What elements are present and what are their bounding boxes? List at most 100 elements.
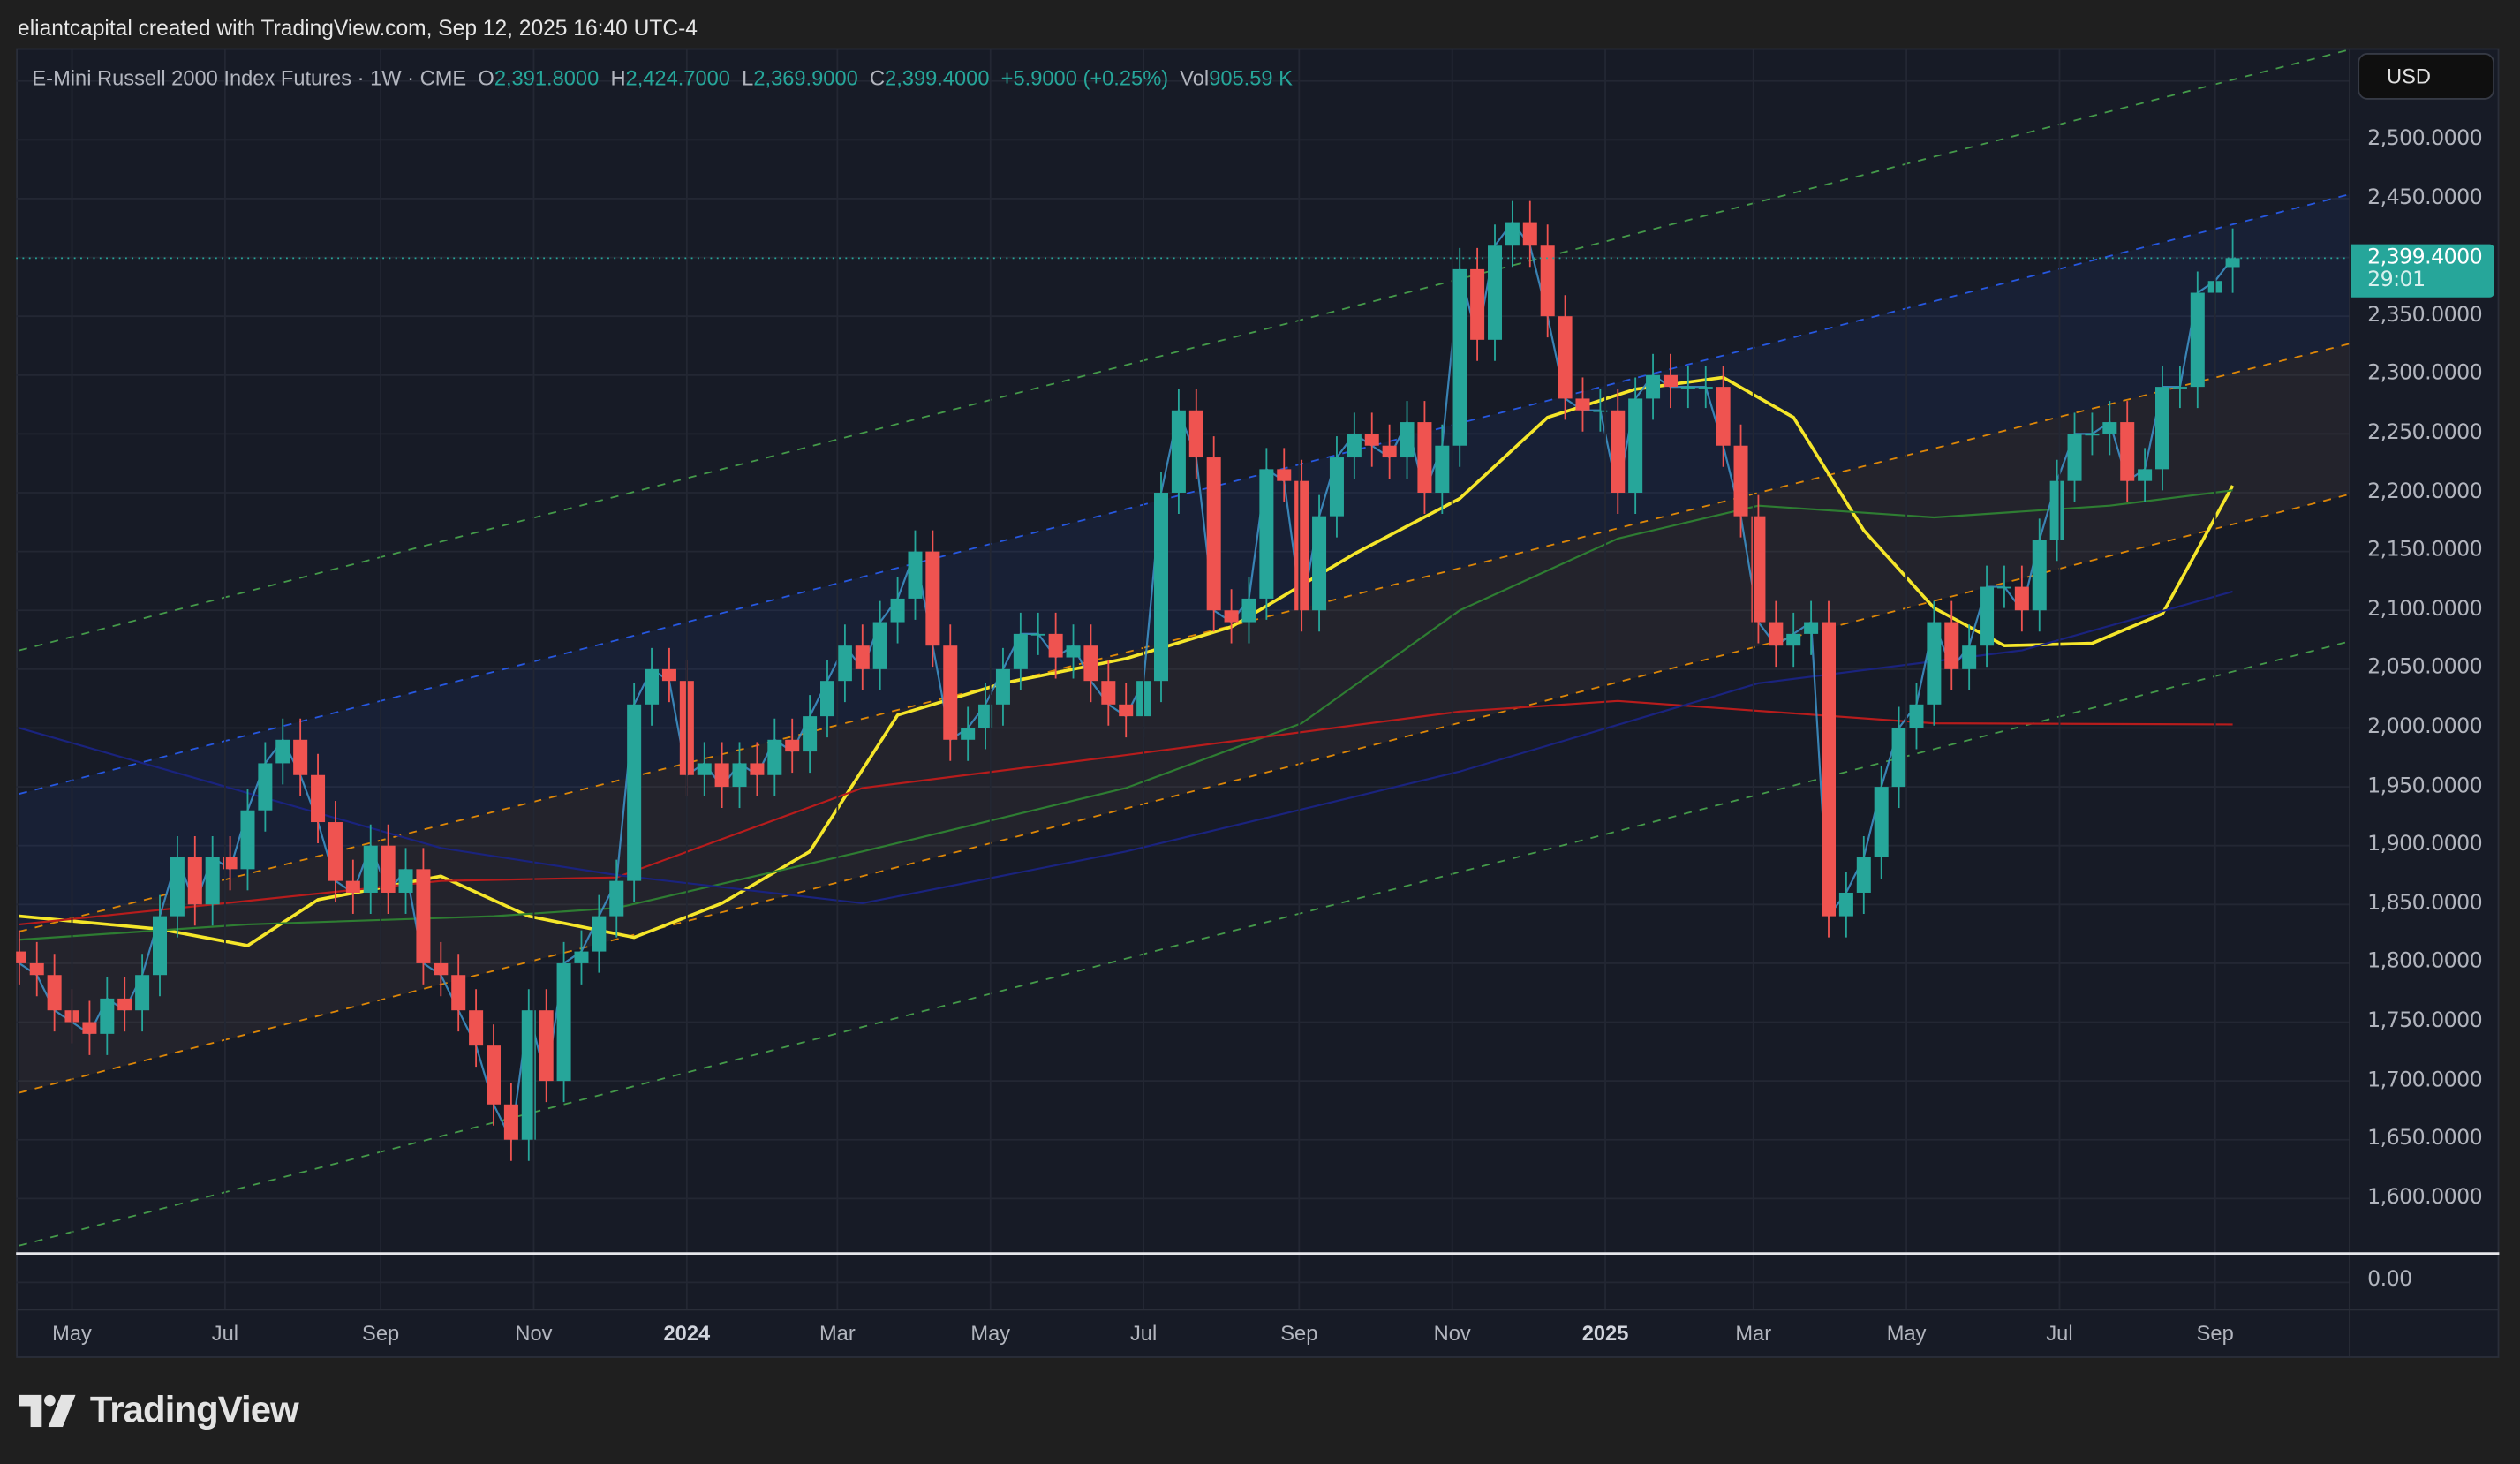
candle	[1786, 612, 1801, 668]
candle	[205, 836, 220, 926]
candle	[1698, 366, 1713, 409]
candle	[1294, 459, 1309, 632]
open-label: O	[478, 65, 494, 90]
candle-body	[398, 869, 413, 893]
candle-body	[803, 716, 818, 752]
candle	[1312, 494, 1327, 632]
candle	[240, 789, 255, 891]
candle	[1628, 377, 1643, 514]
candle	[1944, 600, 1959, 690]
low-label: L	[742, 65, 754, 90]
candle	[223, 836, 238, 891]
time-tick-label: Jul	[1129, 1321, 1158, 1346]
tradingview-logo-icon	[19, 1393, 76, 1427]
candle-body	[1927, 622, 1942, 705]
candle	[82, 1000, 97, 1055]
channel-fill-middle	[19, 343, 2350, 1093]
candle-body	[1277, 469, 1292, 481]
snapshot-caption: eliantcapital created with TradingView.c…	[18, 16, 698, 41]
candle	[2032, 518, 2047, 632]
candle	[293, 718, 308, 796]
candle	[1259, 448, 1274, 620]
candle-body	[1593, 410, 1608, 412]
candle-body	[1400, 422, 1415, 458]
candle	[837, 624, 852, 703]
candle-body	[2014, 586, 2029, 611]
time-tick-label: Mar	[1735, 1321, 1772, 1346]
candle	[1716, 366, 1731, 467]
candle-body	[961, 728, 976, 740]
price-tick-label: 2,150.0000	[2367, 539, 2483, 563]
candle-body	[503, 1104, 518, 1140]
candle-body	[1171, 410, 1186, 494]
candle	[100, 977, 115, 1055]
symbol-legend: E-Mini Russell 2000 Index Futures · 1W ·…	[32, 66, 1293, 90]
candle-body	[645, 668, 660, 705]
candle-body	[1241, 598, 1256, 623]
candle-body	[574, 951, 589, 963]
candle-body	[1821, 622, 1837, 917]
tradingview-logo[interactable]: TradingView	[19, 1388, 299, 1431]
candle	[890, 577, 905, 644]
regression-channel-line	[19, 343, 2350, 932]
candle	[1487, 224, 1503, 361]
candle	[1909, 683, 1924, 750]
candle-body	[16, 951, 26, 963]
candle	[908, 530, 923, 620]
price-tick-label: 1,950.0000	[2367, 774, 2483, 798]
candle-body	[521, 1010, 536, 1140]
regression-channel-line	[19, 640, 2350, 1247]
candle-body	[2067, 434, 2082, 481]
candle	[1962, 624, 1977, 690]
candle	[1680, 366, 1695, 409]
candle-body	[100, 998, 115, 1034]
candle	[2138, 448, 2153, 502]
candle-body	[750, 763, 765, 775]
time-tick-label: Nov	[515, 1321, 553, 1346]
candle-body	[1874, 787, 1889, 858]
candle	[961, 706, 976, 761]
time-tick-label: Jul	[2046, 1321, 2073, 1346]
candle-body	[1962, 645, 1977, 669]
symbol-title[interactable]: E-Mini Russell 2000 Index Futures · 1W ·…	[32, 65, 467, 90]
candle	[1804, 600, 1819, 655]
candle-body	[819, 681, 835, 717]
candle	[1452, 247, 1467, 467]
candle-body	[2172, 387, 2187, 389]
currency-button[interactable]: USD	[2358, 53, 2494, 100]
candle-body	[1030, 633, 1045, 636]
candle	[469, 989, 484, 1068]
candle-body	[486, 1045, 502, 1105]
candle-body	[2225, 258, 2240, 268]
candle-body	[1751, 516, 1766, 623]
candle-body	[539, 1010, 554, 1082]
candle	[434, 941, 449, 997]
candle-body	[1206, 457, 1221, 611]
candle-body	[1294, 480, 1309, 611]
candle-body	[592, 916, 607, 952]
candle-body	[1909, 704, 1924, 728]
candle	[2085, 412, 2100, 456]
candle-body	[1487, 245, 1503, 340]
candle-body	[223, 857, 238, 870]
candle-body	[293, 739, 308, 775]
candle	[1400, 401, 1415, 479]
candle-body	[1698, 387, 1713, 389]
candle	[1382, 424, 1397, 479]
time-tick-label: May	[52, 1321, 92, 1346]
candle	[1856, 836, 1871, 914]
candle-body	[416, 869, 431, 963]
candle	[1663, 353, 1678, 409]
candle-body	[205, 857, 220, 905]
candle-body	[627, 704, 642, 881]
candle-body	[187, 857, 202, 905]
candle	[503, 1083, 518, 1161]
candle-body	[1188, 410, 1203, 458]
candle	[1347, 412, 1362, 479]
candle-body	[1048, 633, 1063, 658]
candle-body	[785, 739, 800, 752]
candle-body	[978, 704, 993, 728]
candle	[1277, 448, 1292, 502]
candle	[1646, 353, 1661, 420]
